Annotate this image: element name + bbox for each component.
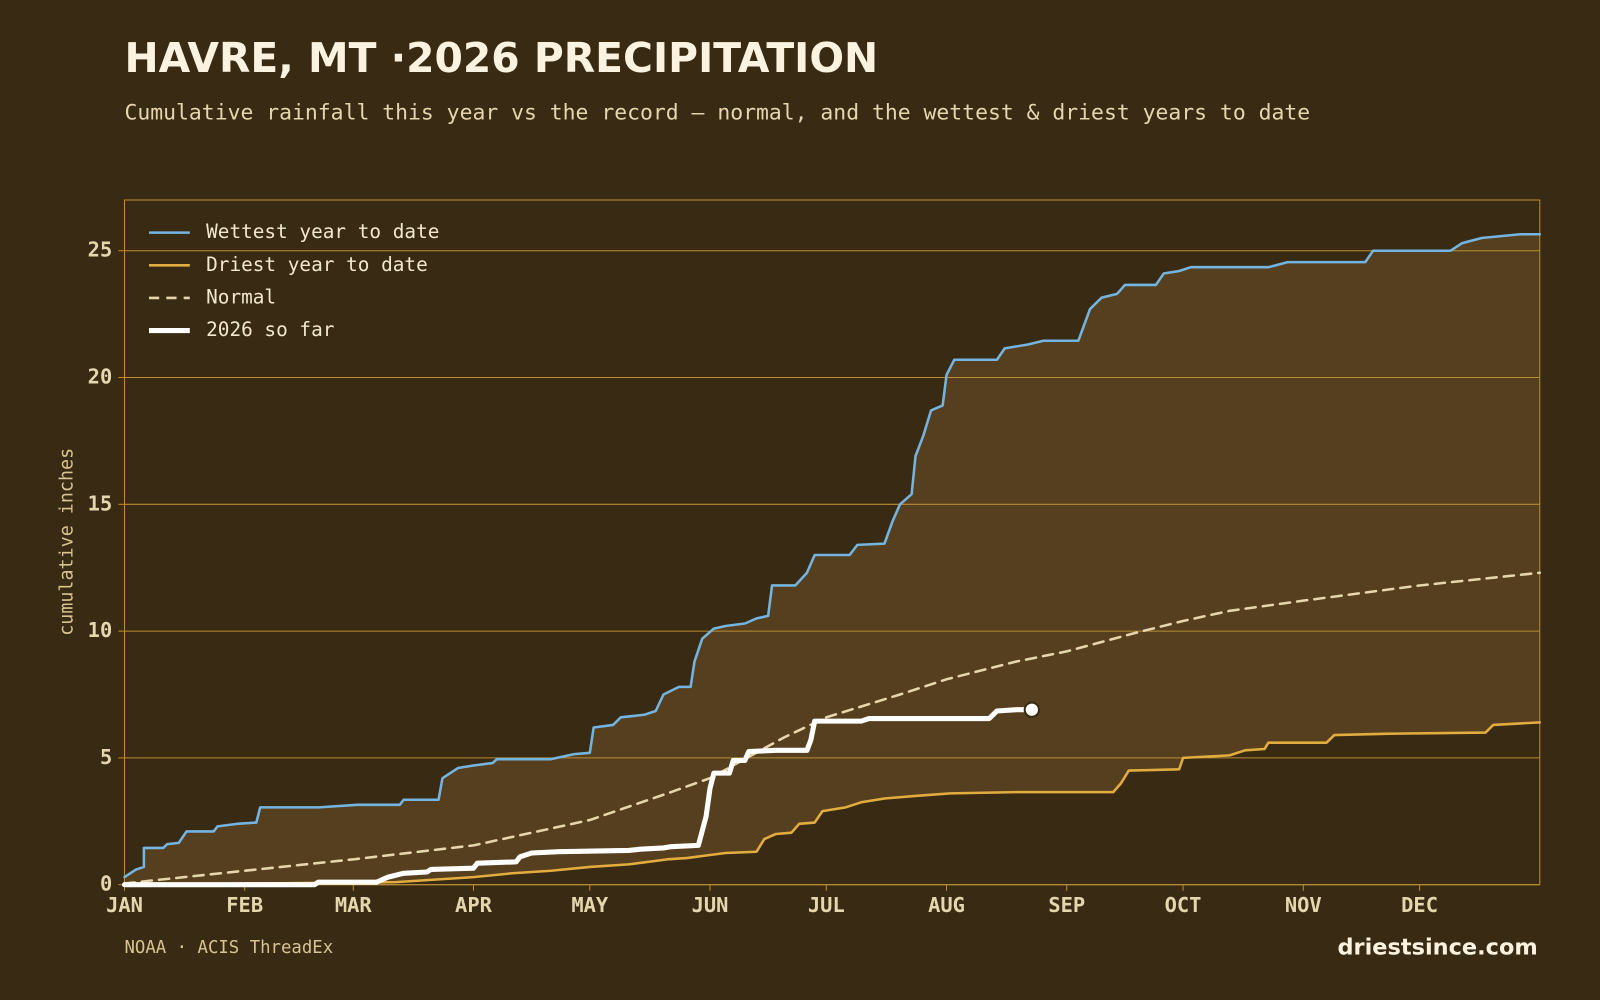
legend-label: Driest year to date	[206, 253, 428, 276]
range-band	[124, 234, 1540, 885]
x-tick-label: SEP	[1048, 893, 1085, 917]
series-line	[121, 707, 1035, 888]
x-tick-label: MAR	[335, 893, 373, 917]
x-tick-label: JAN	[106, 893, 143, 917]
y-tick-label: 15	[88, 491, 113, 515]
y-axis-label: cumulative inches	[56, 448, 77, 636]
legend-label: Wettest year to date	[206, 220, 439, 243]
x-tick-label: AUG	[928, 893, 965, 917]
chart-title: HAVRE, MT ·2026 PRECIPITATION	[124, 34, 878, 82]
x-tick-label: FEB	[226, 893, 263, 917]
y-tick-label: 5	[100, 745, 112, 769]
x-tick-label: JUL	[808, 893, 845, 917]
series-line	[123, 571, 1542, 885]
y-tick-label: 10	[88, 618, 113, 642]
y-tick-label: 20	[88, 365, 113, 389]
end-point	[1023, 701, 1041, 718]
y-tick-label: 25	[88, 238, 113, 262]
series-line	[123, 232, 1542, 879]
plot-area: 0 5 10 15 20 25 JAN FEB MAR APR MAY JUN JUL AUG SEP OCT…	[88, 199, 1542, 917]
legend-label: 2026 so far	[206, 318, 334, 341]
x-tick-label: DEC	[1401, 893, 1438, 917]
legend-label: Normal	[206, 285, 276, 308]
chart-subtitle: Cumulative rainfall this year vs the rec…	[124, 100, 1310, 125]
x-tick-label: NOV	[1285, 893, 1322, 917]
y-tick-label: 0	[100, 872, 112, 896]
x-tick-label: APR	[455, 893, 493, 917]
series-line	[123, 721, 1542, 886]
site: driestsince.com	[1337, 934, 1537, 960]
source: NOAA · ACIS ThreadEx	[124, 938, 333, 958]
x-tick-label: JUN	[692, 893, 729, 917]
x-tick-label: OCT	[1165, 893, 1202, 917]
x-tick-label: MAY	[571, 893, 609, 917]
